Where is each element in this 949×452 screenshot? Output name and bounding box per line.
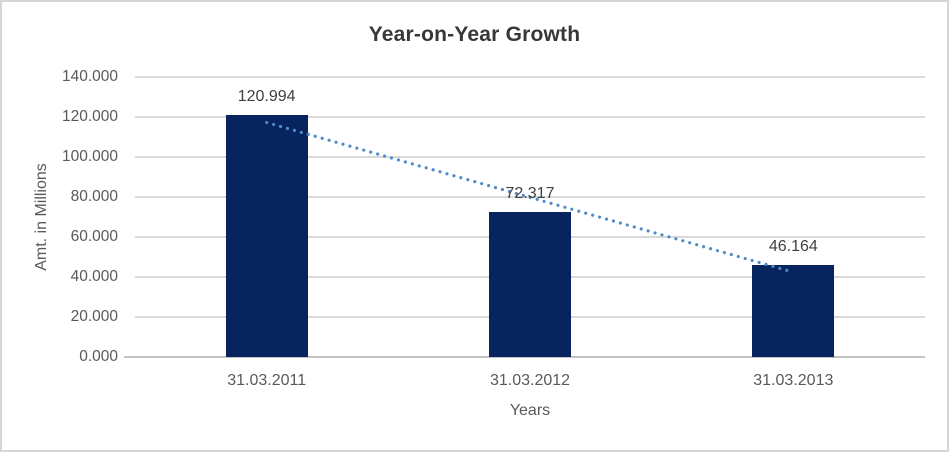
y-tick-label: 40.000 (70, 268, 118, 285)
y-axis-title: Amt. in Millions (33, 163, 50, 271)
y-tick-label: 0.000 (79, 348, 118, 365)
y-tick-label: 140.000 (61, 68, 118, 85)
x-axis-title: Years (509, 402, 551, 419)
y-tick-label: 120.000 (61, 108, 118, 125)
x-axis-line (124, 356, 925, 358)
y-tick-label: 60.000 (70, 228, 118, 245)
bar-value-label: 46.164 (768, 237, 818, 255)
x-tick-label: 31.03.2011 (227, 372, 307, 389)
bar-value-label: 120.994 (237, 88, 296, 105)
y-tick-label: 80.000 (70, 188, 118, 205)
gridline (135, 116, 925, 118)
x-tick-label: 31.03.2013 (753, 372, 834, 389)
bar (489, 212, 571, 357)
bar-value-label: 72.317 (505, 185, 555, 203)
bar (225, 115, 308, 357)
gridline (135, 76, 925, 78)
y-tick-label: 20.000 (70, 308, 118, 325)
bar (752, 264, 835, 357)
chart-title: Year-on-Year Growth (368, 23, 581, 46)
x-tick-label: 31.03.2012 (489, 372, 571, 389)
y-tick-label: 100.000 (61, 148, 118, 165)
